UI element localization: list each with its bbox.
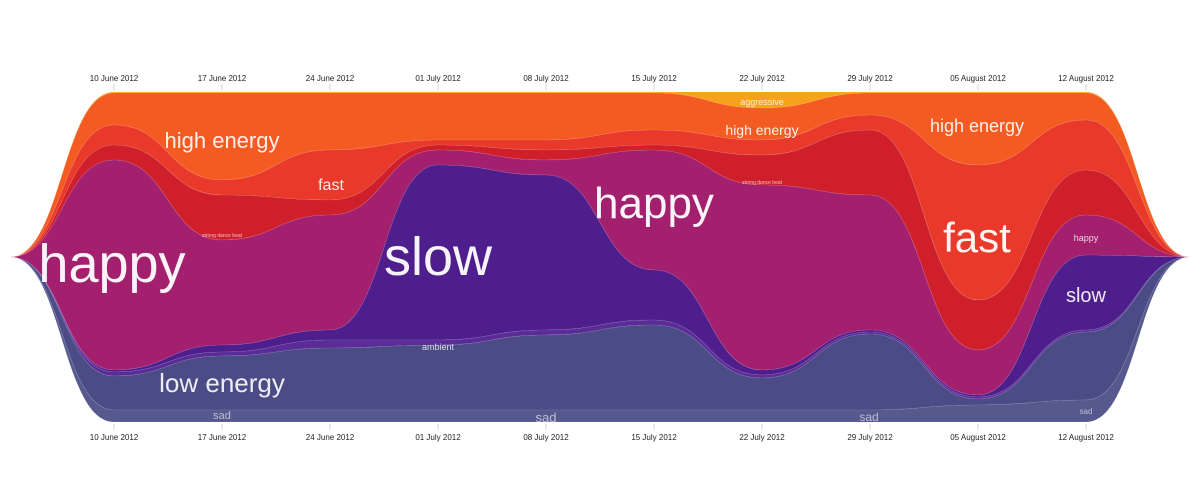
x-tick-label: 12 August 2012: [1058, 74, 1114, 83]
x-tick-label: 24 June 2012: [306, 433, 355, 442]
layer-label: strong dance beat: [742, 180, 783, 186]
x-tick-label: 08 July 2012: [523, 433, 569, 442]
x-tick-label: 24 June 2012: [306, 74, 355, 83]
x-tick-label: 10 June 2012: [90, 74, 139, 83]
x-tick-label: 05 August 2012: [950, 433, 1006, 442]
x-tick-label: 12 August 2012: [1058, 433, 1114, 442]
layer-label: low energy: [159, 368, 285, 398]
x-tick-label: 29 July 2012: [847, 74, 893, 83]
layer-label: sad: [859, 410, 878, 424]
layer-label: high energy: [165, 128, 280, 153]
x-tick-label: 17 June 2012: [198, 74, 247, 83]
layer-label: happy: [1074, 233, 1099, 243]
layer-label: fast: [318, 177, 344, 194]
layer-label: strong dance beat: [202, 233, 243, 239]
x-tick-label: 08 July 2012: [523, 74, 569, 83]
x-tick-label: 05 August 2012: [950, 74, 1006, 83]
layer-label: happy: [38, 234, 185, 294]
layer-label: happy: [594, 179, 714, 228]
layer-label: fast: [943, 214, 1011, 261]
layer-label: slow: [1066, 285, 1107, 307]
layer-label: high energy: [725, 122, 798, 138]
x-tick-label: 29 July 2012: [847, 433, 893, 442]
layer-label: sad: [1080, 407, 1093, 416]
x-tick-label: 17 June 2012: [198, 433, 247, 442]
x-tick-label: 22 July 2012: [739, 74, 785, 83]
layer-label: sad: [536, 410, 557, 425]
x-tick-label: 01 July 2012: [415, 433, 461, 442]
layer-label: slow: [384, 227, 493, 287]
x-tick-label: 15 July 2012: [631, 433, 677, 442]
layer-label: high energy: [930, 116, 1024, 136]
x-tick-label: 01 July 2012: [415, 74, 461, 83]
stream-layer: [9, 256, 1191, 423]
x-tick-label: 22 July 2012: [739, 433, 785, 442]
stream: [9, 91, 1191, 423]
x-tick-label: 10 June 2012: [90, 433, 139, 442]
layer-label: aggressive: [740, 97, 784, 107]
layer-label: sad: [213, 410, 231, 422]
x-tick-label: 15 July 2012: [631, 74, 677, 83]
layer-label: ambient: [422, 342, 455, 352]
